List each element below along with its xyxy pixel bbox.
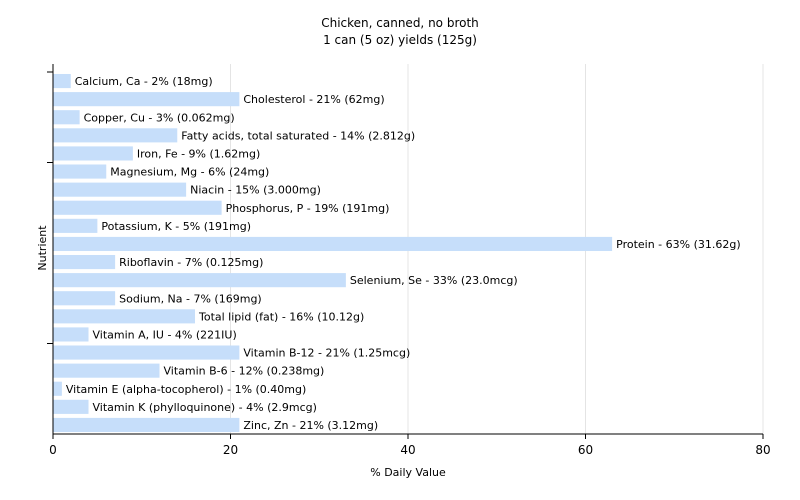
bar-labels: Calcium, Ca - 2% (18mg) Cholesterol - 21%… xyxy=(66,75,741,432)
bar xyxy=(53,73,71,89)
bar xyxy=(53,128,178,143)
bar-label: Iron, Fe - 9% (1.62mg) xyxy=(137,147,260,160)
bar xyxy=(53,327,89,342)
bar-label: Zinc, Zn - 21% (3.12mg) xyxy=(243,419,378,432)
bar xyxy=(53,291,116,306)
bar-label: Copper, Cu - 3% (0.062mg) xyxy=(84,111,235,124)
bar xyxy=(53,381,62,396)
axes: 0 20 40 60 80 xyxy=(47,64,771,457)
bar-label: Vitamin B-6 - 12% (0.238mg) xyxy=(164,365,325,378)
chart-subtitle: 1 can (5 oz) yields (125g) xyxy=(323,33,477,47)
bar xyxy=(53,417,240,433)
bar xyxy=(53,309,195,324)
bar xyxy=(53,273,346,288)
y-axis-label: Nutrient xyxy=(36,225,49,271)
bar-label: Vitamin B-12 - 21% (1.25mcg) xyxy=(243,347,410,360)
bar-label: Magnesium, Mg - 6% (24mg) xyxy=(110,166,269,179)
bar xyxy=(53,200,222,215)
bar xyxy=(53,236,613,252)
bar-label: Vitamin E (alpha-tocopherol) - 1% (0.40m… xyxy=(66,383,306,396)
x-tick-label: 40 xyxy=(400,443,415,457)
bar-label: Niacin - 15% (3.000mg) xyxy=(190,184,321,197)
bar xyxy=(53,363,160,378)
x-axis-label: % Daily Value xyxy=(370,466,446,479)
bar xyxy=(53,345,240,360)
chart-title: Chicken, canned, no broth xyxy=(321,16,479,30)
bar-label: Phosphorus, P - 19% (191mg) xyxy=(226,202,390,215)
bar xyxy=(53,399,89,414)
bar-label: Vitamin K (phylloquinone) - 4% (2.9mcg) xyxy=(93,401,317,414)
bar-label: Total lipid (fat) - 16% (10.12g) xyxy=(198,310,364,323)
bar-label: Sodium, Na - 7% (169mg) xyxy=(119,292,262,305)
bar-label: Potassium, K - 5% (191mg) xyxy=(101,220,251,233)
bar-label: Selenium, Se - 33% (23.0mcg) xyxy=(350,274,518,287)
bar-label: Riboflavin - 7% (0.125mg) xyxy=(119,256,263,269)
x-tick-label: 20 xyxy=(223,443,238,457)
x-tick-label: 0 xyxy=(49,443,57,457)
bar xyxy=(53,182,187,197)
bar-label: Calcium, Ca - 2% (18mg) xyxy=(75,75,213,88)
bar-label: Cholesterol - 21% (62mg) xyxy=(243,93,384,106)
bar xyxy=(53,92,240,107)
bar xyxy=(53,254,116,270)
bar xyxy=(53,164,107,179)
bar-label: Vitamin A, IU - 4% (221IU) xyxy=(93,328,237,341)
bar xyxy=(53,146,133,161)
x-tick-label: 60 xyxy=(578,443,593,457)
bar xyxy=(53,218,98,233)
bar-label: Fatty acids, total saturated - 14% (2.81… xyxy=(181,129,415,142)
bar-label: Protein - 63% (31.62g) xyxy=(616,238,741,251)
bars xyxy=(53,73,613,433)
bar xyxy=(53,110,80,125)
x-tick-label: 80 xyxy=(755,443,770,457)
